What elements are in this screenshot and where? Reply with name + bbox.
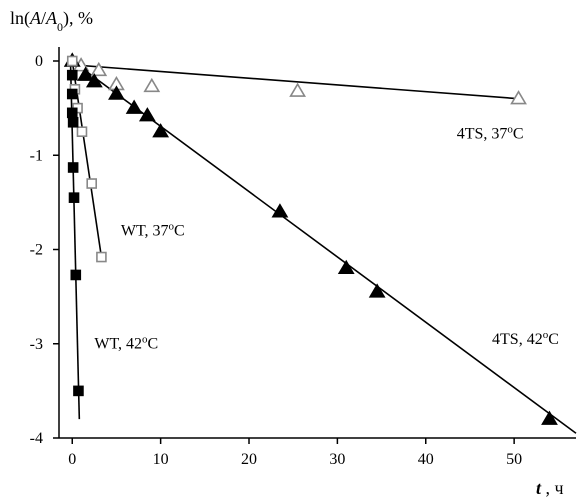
data-point (152, 123, 170, 138)
x-tick-label: 10 (153, 451, 169, 468)
data-point (73, 385, 84, 397)
x-tick-label: 20 (241, 451, 257, 468)
series-markers (63, 52, 558, 425)
axes: 0 -1 -2 -3 -4 0 10 20 30 40 50 (30, 47, 576, 468)
x-tick-label: 30 (329, 451, 345, 468)
data-point (271, 203, 289, 218)
data-point (85, 73, 103, 88)
data-point (67, 116, 79, 128)
series-annotation: 4TS, 37oC (457, 123, 524, 142)
fit-line (72, 63, 519, 100)
data-point (143, 77, 161, 93)
data-point (125, 99, 143, 114)
y-tick-label: -2 (30, 242, 43, 259)
data-point (66, 55, 78, 67)
data-point (96, 251, 107, 263)
x-axis-label: t , ч (536, 478, 564, 497)
x-tick-label: 50 (506, 451, 522, 468)
x-tick-label: 0 (68, 451, 76, 468)
data-point (66, 69, 78, 81)
data-point (86, 178, 97, 189)
data-point (510, 90, 527, 105)
data-point (138, 107, 156, 122)
data-point (68, 192, 80, 203)
data-point (77, 66, 94, 81)
series-markers (63, 52, 527, 105)
y-tick-label: -4 (30, 430, 43, 447)
data-point (76, 126, 88, 137)
y-tick-label: 0 (35, 53, 43, 70)
svg-text:t , ч: t , ч (536, 478, 564, 497)
data-point (67, 162, 79, 173)
data-point (541, 410, 558, 425)
data-point (108, 85, 125, 100)
data-point (90, 61, 108, 77)
series-markers (66, 69, 84, 397)
data-markers (63, 52, 558, 425)
data-point (368, 283, 386, 298)
data-point (337, 259, 355, 275)
annotations: 4TS, 37oC WT, 37oC WT, 42oC 4TS, 42oC (94, 123, 559, 352)
x-tick-label: 40 (418, 451, 434, 468)
series-annotation: WT, 37oC (121, 220, 185, 239)
series-annotation: WT, 42oC (94, 333, 158, 352)
data-point (66, 88, 78, 100)
y-tick-label: -3 (30, 336, 43, 353)
y-axis-label: ln(A/A0), % (10, 8, 93, 34)
svg-text:ln(A/A0), %: ln(A/A0), % (10, 8, 93, 34)
data-point (70, 269, 82, 281)
fit-line (71, 60, 577, 434)
data-point (289, 82, 307, 97)
data-point (66, 107, 78, 119)
series-annotation: 4TS, 42oC (492, 329, 559, 348)
y-tick-label: -1 (30, 147, 43, 164)
